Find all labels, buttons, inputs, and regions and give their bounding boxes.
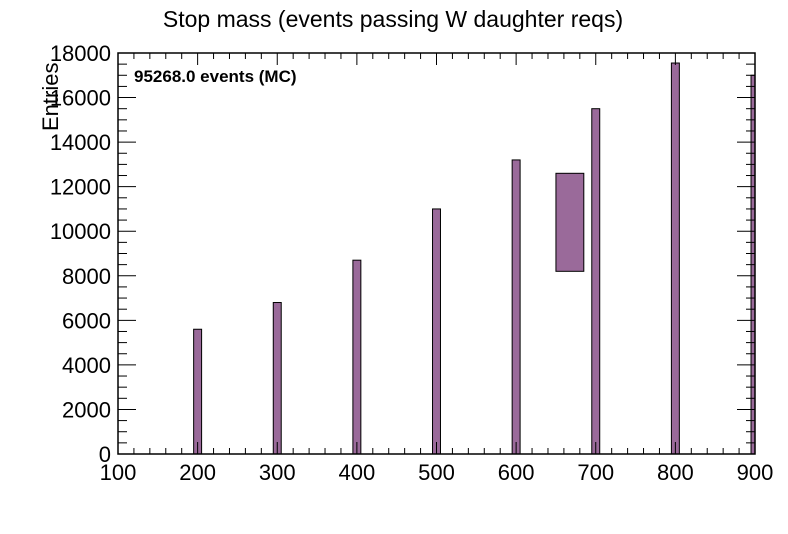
x-tick-label: 300 bbox=[259, 460, 296, 485]
y-tick-label: 0 bbox=[99, 442, 111, 467]
x-tick-label: 400 bbox=[339, 460, 376, 485]
x-tick-label: 700 bbox=[577, 460, 614, 485]
bar-400 bbox=[352, 259, 362, 455]
event-count-annotation: 95268.0 events (MC) bbox=[134, 67, 297, 86]
y-tick-label: 12000 bbox=[50, 175, 111, 200]
x-tick-label: 200 bbox=[179, 460, 216, 485]
bar-300 bbox=[272, 302, 282, 455]
y-tick-label: 10000 bbox=[50, 219, 111, 244]
ticks-group bbox=[117, 52, 756, 455]
chart-title: Stop mass (events passing W daughter req… bbox=[163, 6, 623, 32]
y-tick-label: 16000 bbox=[50, 86, 111, 111]
y-tick-label: 4000 bbox=[62, 353, 111, 378]
y-tick-label: 18000 bbox=[50, 41, 111, 66]
x-tick-labels: 100 200 300 400 500 600 700 800 900 bbox=[100, 460, 774, 485]
box-mark bbox=[555, 172, 585, 272]
y-tick-label: 2000 bbox=[62, 397, 111, 422]
box-group bbox=[555, 172, 585, 272]
y-tick-label: 8000 bbox=[62, 264, 111, 289]
y-tick-label: 14000 bbox=[50, 130, 111, 155]
bar-700 bbox=[591, 108, 601, 455]
x-tick-label: 900 bbox=[737, 460, 774, 485]
bar-800 bbox=[670, 62, 680, 455]
x-tick-label: 600 bbox=[498, 460, 535, 485]
bar-600 bbox=[511, 159, 521, 455]
x-tick-label: 100 bbox=[100, 460, 137, 485]
bar-200 bbox=[193, 328, 203, 455]
y-tick-label: 6000 bbox=[62, 308, 111, 333]
y-axis-title: Entries bbox=[38, 63, 63, 131]
y-tick-labels: 0 2000 4000 6000 8000 10000 12000 14000 16000 180… bbox=[50, 41, 111, 467]
bar-500 bbox=[432, 208, 441, 455]
x-tick-label: 500 bbox=[418, 460, 455, 485]
bars-group bbox=[193, 62, 756, 455]
x-tick-label: 800 bbox=[657, 460, 694, 485]
